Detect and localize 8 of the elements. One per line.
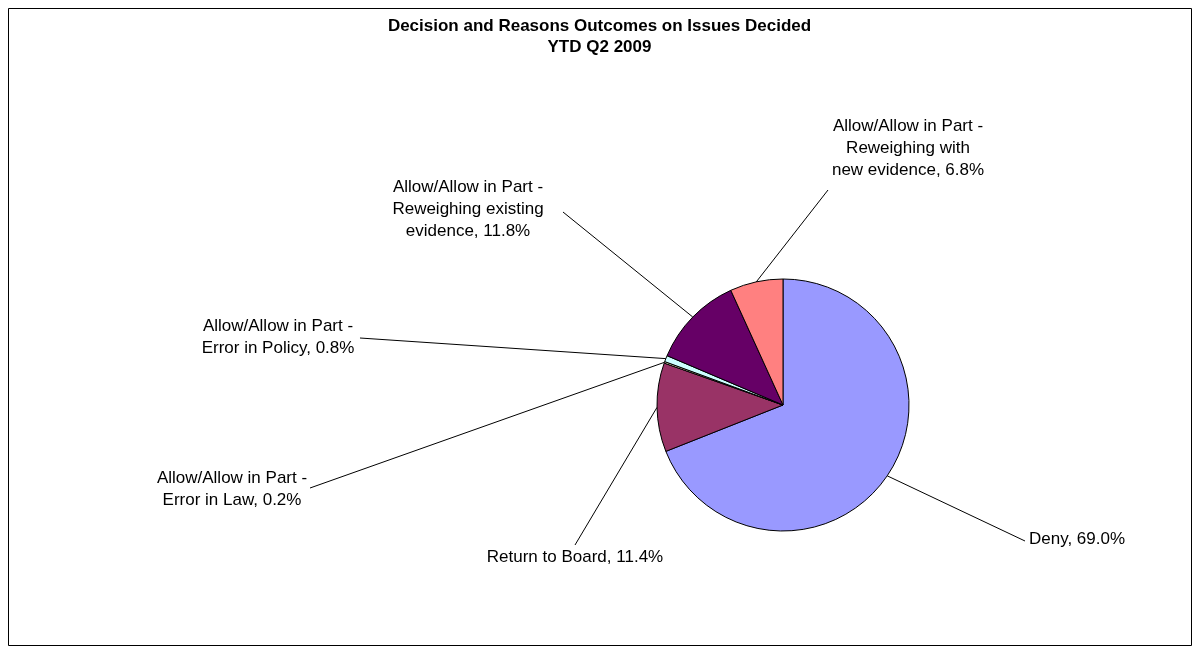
slice-label: Return to Board, 11.4%	[486, 547, 664, 566]
slice-label: Deny, 69.0%	[1029, 529, 1126, 548]
chart-title: Decision and Reasons Outcomes on Issues Decided	[387, 16, 812, 35]
chart-subtitle: YTD Q2 2009	[547, 37, 652, 56]
slice-label: Allow/Allow in Part - Reweighing with new evidence, 6.8%	[831, 116, 985, 179]
slice-label: Allow/Allow in Part - Reweighing existing evidence, 11.8%	[392, 177, 544, 240]
slice-label: Allow/Allow in Part - Error in Policy, 0.8%	[201, 316, 355, 357]
slice-label: Allow/Allow in Part - Error in Law, 0.2%	[156, 468, 308, 509]
